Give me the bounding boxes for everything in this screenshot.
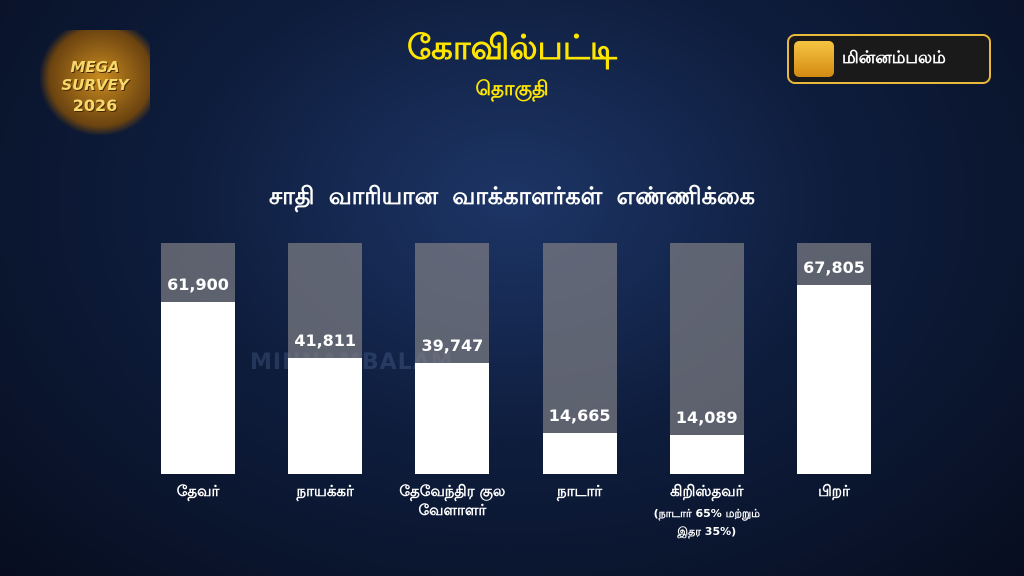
- bar: [797, 285, 871, 474]
- brand-name: மின்னம்பலம்: [842, 48, 946, 68]
- category-note: (நாடார் 65% மற்றும் இதர 35%): [653, 507, 761, 538]
- category-label: தேவேந்திர குல வேளாளர்: [399, 482, 506, 519]
- chart-title: சாதி வாரியான வாக்காளர்கள் எண்ணிக்கை: [268, 182, 756, 210]
- value-label: 14,665: [548, 406, 611, 426]
- bar: [669, 434, 744, 474]
- bar: [542, 433, 617, 474]
- bar: [288, 357, 363, 474]
- value-label: 14,089: [675, 407, 738, 427]
- badge-text: MEGA SURVEY: [61, 58, 129, 94]
- bar: [161, 301, 235, 474]
- category-label: நாடார்: [557, 482, 603, 500]
- brand-icon: [794, 41, 834, 77]
- category-label: நாயக்கர்: [296, 482, 354, 500]
- value-label: 39,747: [421, 336, 484, 356]
- value-label: 41,811: [294, 330, 357, 350]
- value-label: 61,900: [167, 274, 229, 294]
- brand-logo: மின்னம்பலம்: [787, 34, 991, 84]
- subtitle: தொகுதி: [475, 76, 549, 100]
- category-label: பிறர்: [818, 482, 850, 500]
- survey-badge: MEGA SURVEY 2026: [40, 30, 150, 135]
- badge-year: 2026: [72, 96, 118, 115]
- value-label: 67,805: [803, 258, 865, 278]
- bar: [415, 363, 490, 474]
- category-label: கிறிஸ்தவர்: [670, 482, 744, 500]
- constituency-title: கோவில்பட்டி: [407, 28, 617, 68]
- category-label: தேவர்: [176, 482, 220, 500]
